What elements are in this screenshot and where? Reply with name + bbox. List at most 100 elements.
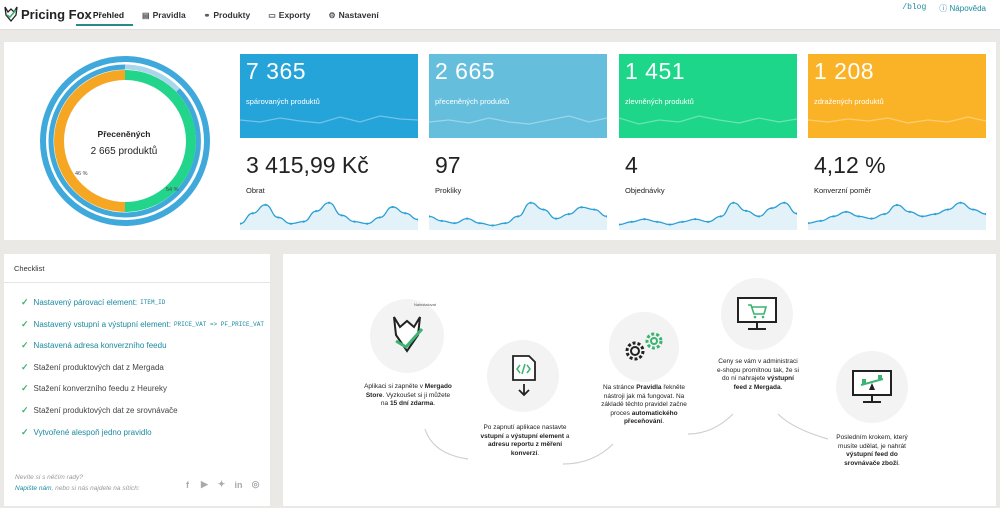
- metric-number: 97: [435, 152, 461, 178]
- checklist-item[interactable]: ✓ Vytvořené alespoň jedno pravidlo: [21, 427, 152, 438]
- products-icon: ⚭: [203, 10, 211, 20]
- card-sparkline: [429, 115, 607, 125]
- sparkline-point: [567, 212, 570, 216]
- install-badge: Nainstalovat: [414, 302, 437, 307]
- youtube-icon[interactable]: ▶: [201, 479, 208, 489]
- help-link[interactable]: ⓘ Nápověda: [939, 3, 986, 14]
- sparkline-point: [619, 223, 621, 226]
- help-question: Nevíte si s něčím rady?: [15, 474, 83, 481]
- sparkline-point: [378, 216, 381, 219]
- sparkline-point: [921, 215, 924, 218]
- sparkline-point: [972, 208, 975, 211]
- brand-name: Pricing Fox: [21, 6, 92, 22]
- sparkline-point: [340, 214, 343, 217]
- nav-item-prehled[interactable]: ⌂ Přehled: [76, 0, 134, 30]
- card-raised-products[interactable]: 1 208 zdražených produktů: [808, 54, 986, 138]
- sparkline-point: [240, 222, 242, 225]
- fox-install-icon: [393, 316, 424, 353]
- check-icon: ✓: [21, 340, 29, 350]
- sparkline-point: [832, 215, 835, 218]
- nav-item-produkty[interactable]: ⚭ Produkty: [195, 0, 260, 30]
- metric-conversion: 4,12 % Konverzní poměr: [808, 150, 986, 230]
- metric-label: Konverzní poměr: [814, 186, 872, 195]
- facebook-icon[interactable]: f: [186, 479, 189, 490]
- checklist-item[interactable]: ✓ Nastavená adresa konverzního feedu: [21, 340, 167, 351]
- repricing-donut-chart: [40, 56, 210, 226]
- card-label: spárovaných produktů: [246, 97, 320, 106]
- step5-circle: [836, 351, 908, 423]
- sparkline-point: [529, 201, 532, 204]
- sparkline-point: [883, 212, 886, 216]
- nav-item-nastaveni[interactable]: ⚙ Nastavení: [319, 0, 387, 30]
- sparkline-point: [870, 217, 873, 220]
- step2-end: .: [537, 449, 540, 457]
- step1-text: Aplikaci si zapněte v Mergado Store. Vyz…: [362, 383, 454, 409]
- contact-link[interactable]: Napište nám: [15, 485, 52, 492]
- metric-number: 4,12 %: [814, 152, 886, 178]
- step2-mid2: a: [564, 432, 570, 440]
- home-icon: ⌂: [85, 10, 90, 20]
- check-icon: ✓: [21, 405, 29, 415]
- step5-end: .: [898, 459, 900, 467]
- checklist-item-code: ITEM_ID: [140, 299, 166, 306]
- sparkline-point: [770, 207, 773, 210]
- checklist-item-text: Nastavená adresa konverzního feedu: [33, 341, 167, 350]
- card-paired-products[interactable]: 7 365 spárovaných produktů: [240, 54, 418, 138]
- help-label: Nápověda: [949, 4, 986, 13]
- sparkline-area: [808, 202, 986, 230]
- blog-link[interactable]: /blog: [902, 3, 927, 12]
- sparkline-point: [681, 220, 684, 223]
- check-icon: ✓: [21, 319, 29, 329]
- checklist-item[interactable]: ✓ Nastavený párovací element: ITEM_ID: [21, 297, 165, 308]
- top-right-links: /blog ⓘ Nápověda: [902, 3, 986, 14]
- sparkline-point: [593, 208, 596, 211]
- checklist-item-text: Stažení produktových dat ze srovnávače: [33, 406, 178, 415]
- linkedin-icon[interactable]: in: [234, 479, 243, 490]
- step3-end: .: [662, 418, 665, 425]
- nav-item-pravidla[interactable]: ▤ Pravidla: [133, 0, 195, 30]
- step2-b3: adresu reportu z měření konverzí: [487, 441, 563, 457]
- check-icon: ✓: [21, 427, 29, 437]
- sparkline-point: [516, 215, 520, 218]
- sparkline-point: [277, 216, 280, 219]
- donut-right-pct: 54 %: [166, 187, 179, 193]
- step1-b1: Mergado Store: [365, 383, 452, 399]
- card-number: 2 665: [435, 58, 496, 84]
- card-sparkline: [619, 115, 797, 125]
- checklist-item[interactable]: ✓ Stažení produktových dat z Mergada: [21, 362, 164, 373]
- card-sparkline: [240, 115, 418, 124]
- sparkline-point: [366, 222, 369, 225]
- step5-text: Posledním krokem, který musíte udělat, j…: [828, 434, 916, 468]
- sparkline-point: [694, 217, 697, 221]
- sparkline-point: [795, 212, 797, 215]
- card-repriced-products[interactable]: 2 665 přeceněných produktů: [429, 54, 607, 138]
- sparkline-point: [946, 208, 949, 211]
- sparkline-point: [605, 215, 607, 218]
- step2-mid: a: [503, 432, 511, 440]
- card-number: 7 365: [246, 58, 307, 84]
- comparison-monitor-icon: [852, 370, 892, 403]
- sparkline-point: [353, 220, 356, 223]
- sparkline-area: [240, 202, 418, 230]
- sparkline-area: [619, 202, 797, 230]
- sparkline-point: [391, 205, 394, 209]
- metric-revenue: 3 415,99 Kč Obrat: [240, 150, 418, 230]
- instagram-icon[interactable]: ◎: [251, 479, 260, 489]
- checklist-item[interactable]: ✓ Nastavený vstupní a výstupní element: PR…: [21, 319, 264, 330]
- sparkline-point: [719, 215, 722, 218]
- sparkline-point: [504, 222, 507, 225]
- step3-pre: Na stránce: [602, 384, 637, 391]
- metric-area-chart: [240, 201, 418, 230]
- step4-circle: [721, 278, 793, 350]
- nav-label: Přehled: [92, 10, 125, 20]
- checklist-item[interactable]: ✓ Stažení konverzního feedu z Heureky: [21, 383, 167, 394]
- sparkline-point: [453, 222, 456, 225]
- card-discounted-products[interactable]: 1 451 zlevněných produktů: [619, 54, 797, 138]
- card-sparkline: [808, 116, 986, 124]
- brand-logo[interactable]: Pricing Fox: [4, 6, 92, 22]
- step5-b1: výstupní feed do srovnávače zboží: [844, 451, 898, 467]
- nav-item-exporty[interactable]: ▭ Exporty: [259, 0, 319, 30]
- twitter-icon[interactable]: ✦: [217, 479, 226, 489]
- nav-label: Pravidla: [152, 10, 186, 20]
- checklist-item[interactable]: ✓ Stažení produktových dat ze srovnávače: [21, 405, 178, 416]
